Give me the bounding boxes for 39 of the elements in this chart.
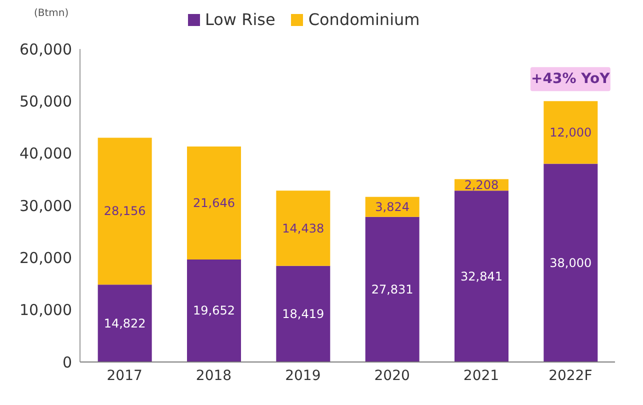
data-label: 19,652 xyxy=(193,304,235,318)
x-tick-label: 2020 xyxy=(374,368,410,384)
x-tick-label: 2022F xyxy=(548,368,592,384)
bar xyxy=(365,216,420,362)
annotation: +43% YoY xyxy=(531,71,611,88)
y-tick-label: 40,000 xyxy=(20,144,72,163)
y-tick-label: 10,000 xyxy=(20,301,72,320)
bar xyxy=(276,266,330,362)
data-label: 32,841 xyxy=(460,269,502,284)
data-label: 18,419 xyxy=(282,306,324,321)
y-axis-title: (Btmn) xyxy=(34,8,69,19)
y-tick-label: 60,000 xyxy=(20,40,72,58)
data-label: 12,000 xyxy=(550,125,592,140)
x-tick-label: 2021 xyxy=(463,368,500,384)
data-label: 2,208 xyxy=(464,178,499,192)
bar xyxy=(98,284,152,362)
bar xyxy=(276,190,330,266)
y-tick-label: 0 xyxy=(62,353,72,372)
bar xyxy=(187,146,241,260)
bar xyxy=(187,259,241,362)
data-label: 21,646 xyxy=(193,196,235,210)
bar xyxy=(544,164,598,362)
x-tick-label: 2017 xyxy=(106,368,142,384)
legend-label: Low Rise xyxy=(204,10,276,29)
x-tick-label: 2018 xyxy=(196,368,232,384)
bar xyxy=(544,101,598,164)
y-tick-label: 50,000 xyxy=(20,92,72,110)
legend-label: Condominium xyxy=(307,10,420,29)
y-tick-label: 30,000 xyxy=(20,196,72,215)
data-label: 38,000 xyxy=(550,256,592,270)
data-label: 14,438 xyxy=(282,221,324,236)
data-label: 14,822 xyxy=(104,316,146,330)
bar xyxy=(454,190,508,362)
x-tick-label: 2019 xyxy=(285,368,321,384)
data-label: 28,156 xyxy=(104,204,146,218)
data-label: 3,824 xyxy=(375,200,410,214)
data-label: 27,831 xyxy=(371,282,414,296)
y-tick-label: 20,000 xyxy=(20,248,72,267)
bar xyxy=(98,138,152,285)
